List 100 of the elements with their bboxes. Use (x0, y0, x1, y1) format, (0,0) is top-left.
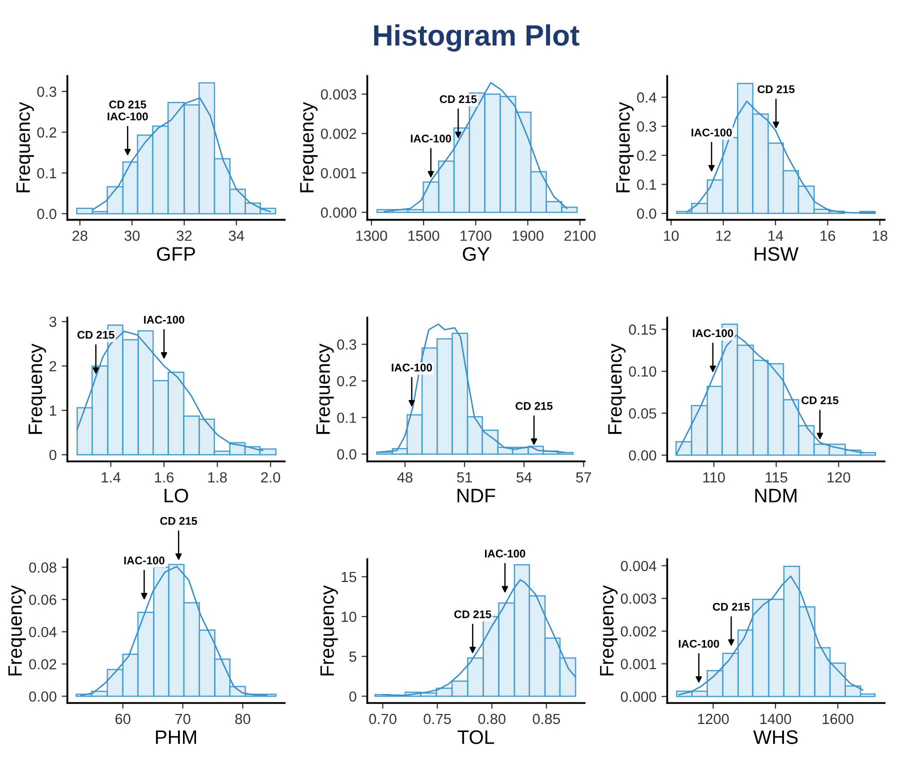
y-tick-label: 2 (50, 361, 56, 372)
annotation: IAC-100 (144, 316, 184, 324)
x-tick-label: 10 (664, 230, 679, 241)
y-tick-label: 0.4 (637, 92, 656, 103)
annotation: CD 215 IAC-100 (108, 100, 148, 120)
y-tick-label: 0.00 (29, 691, 56, 702)
x-tick-label: 54 (516, 472, 532, 483)
y-axis-title: Frequency (320, 585, 338, 676)
y-tick-label: 10 (342, 612, 356, 622)
y-tick-label: 0 (349, 691, 356, 702)
annotation: IAC-100 (124, 556, 164, 564)
x-tick-label: 2.0 (261, 472, 280, 483)
annotation: IAC-100 (692, 128, 732, 136)
x-tick-label: 1300 (356, 230, 388, 241)
y-tick-label: 0.02 (29, 659, 56, 670)
y-tick-label: 0.2 (37, 127, 56, 138)
y-tick-label: 0.002 (620, 626, 656, 637)
y-tick-label: 15 (342, 572, 356, 582)
x-tick-label: 1400 (760, 714, 792, 724)
y-tick-label: 0.003 (320, 89, 356, 100)
annotation: CD 215 (440, 95, 477, 104)
x-tick-label: 1.4 (102, 472, 120, 482)
y-tick-label: 0.08 (29, 562, 56, 573)
x-tick-label: 57 (576, 472, 591, 483)
y-tick-label: 0.004 (620, 560, 656, 572)
y-tick-label: 0.3 (337, 339, 356, 350)
y-tick-label: 0.04 (29, 626, 57, 638)
y-tick-label: 0.06 (29, 594, 56, 605)
x-tick-label: 34 (228, 230, 244, 241)
x-tick-label: 120 (828, 472, 850, 483)
y-tick-label: 0 (49, 450, 56, 460)
x-tick-label: 2100 (564, 230, 596, 241)
x-tick-label: 0.80 (478, 714, 506, 724)
y-tick-label: 0.3 (637, 121, 656, 132)
annotation: CD 215 (712, 602, 750, 611)
x-tick-label: 0.70 (369, 714, 396, 724)
y-axis-title: Frequency (600, 585, 618, 676)
y-tick-label: 0.0 (337, 449, 356, 460)
x-tick-label: 115 (766, 472, 788, 483)
x-axis-title: TOL (458, 730, 494, 744)
x-tick-label: 80 (235, 714, 250, 724)
x-axis-title: NDM (755, 488, 796, 502)
x-axis-title: GY (462, 247, 490, 261)
y-axis-title: Frequency (608, 344, 626, 434)
y-tick-label: 0.00 (628, 450, 656, 461)
x-tick-label: 0.75 (424, 714, 451, 724)
annotation: CD 215 (160, 517, 198, 525)
y-tick-label: 0.0 (37, 208, 56, 220)
x-tick-label: 70 (175, 714, 190, 724)
x-axis-title: HSW (754, 247, 798, 261)
x-tick-label: 12 (716, 230, 731, 241)
annotation: IAC-100 (485, 550, 526, 558)
y-tick-label: 3 (49, 316, 56, 328)
y-tick-label: 0.000 (620, 692, 656, 702)
x-axis-title: WHS (753, 730, 798, 744)
y-tick-label: 0.1 (637, 179, 656, 190)
x-tick-label: 16 (820, 230, 836, 241)
x-tick-label: 60 (115, 714, 130, 724)
x-tick-label: 51 (457, 472, 472, 483)
y-tick-label: 1 (50, 406, 56, 416)
y-tick-label: 0.1 (337, 412, 356, 423)
x-tick-label: 1.6 (155, 472, 174, 483)
x-tick-label: 30 (124, 230, 140, 241)
x-tick-label: 1200 (698, 714, 729, 724)
y-tick-label: 5 (349, 652, 356, 662)
y-tick-label: 0.3 (37, 86, 56, 97)
x-tick-label: 14 (768, 230, 784, 241)
x-axis-title: GFP (157, 247, 195, 261)
x-axis-title: NDF (458, 488, 496, 502)
annotation: CD 215 (758, 85, 795, 94)
y-tick-label: 0.001 (320, 168, 356, 178)
annotation: CD 215 (516, 402, 553, 410)
y-tick-label: 0.2 (637, 150, 656, 161)
y-tick-label: 0.000 (320, 207, 356, 218)
y-axis-title: Frequency (16, 102, 34, 192)
y-tick-label: 0.1 (37, 168, 56, 178)
x-tick-label: 28 (72, 230, 88, 241)
y-tick-label: 0.10 (628, 366, 656, 377)
annotation: IAC-100 (410, 134, 452, 142)
x-tick-label: 1700 (460, 230, 492, 241)
y-tick-label: 0.002 (320, 128, 356, 139)
annotation: CD 215 (77, 330, 114, 339)
y-axis-title: Frequency (300, 102, 318, 192)
x-tick-label: 1900 (512, 230, 544, 241)
annotation: IAC-100 (692, 329, 734, 338)
annotation: CD 215 (802, 396, 838, 404)
chart-title: Histogram Plot (374, 24, 580, 52)
x-axis-title: LO (164, 488, 188, 502)
x-tick-label: 0.85 (532, 714, 560, 724)
y-tick-label: 0.0 (637, 208, 656, 219)
x-tick-label: 1.8 (208, 472, 227, 483)
x-axis-title: PHM (156, 730, 196, 744)
annotation: IAC-100 (392, 364, 432, 372)
y-tick-label: 0.001 (620, 658, 656, 670)
x-tick-label: 32 (176, 230, 192, 241)
annotation: IAC-100 (678, 640, 720, 648)
y-axis-title: Frequency (8, 585, 26, 676)
x-tick-label: 48 (397, 472, 412, 483)
x-tick-label: 1500 (408, 230, 440, 241)
y-axis-title: Frequency (316, 344, 334, 434)
